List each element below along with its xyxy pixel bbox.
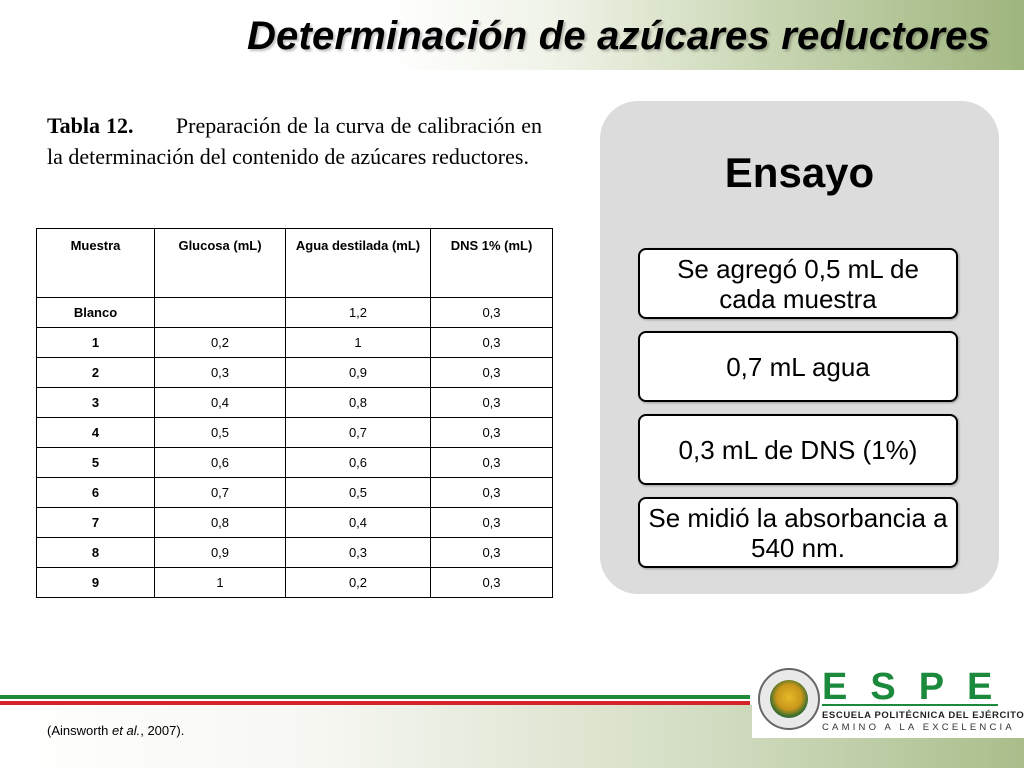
ensayo-step-1: Se agregó 0,5 mL de cada muestra <box>638 248 958 319</box>
slide-title: Determinación de azúcares reductores <box>246 14 990 58</box>
citation: (Ainsworth et al., 2007). <box>47 723 184 738</box>
cell-agua: 1 <box>285 327 431 358</box>
cell-dns: 0,3 <box>430 327 553 358</box>
cell-glucosa: 0,2 <box>154 327 286 358</box>
cell-glucosa <box>154 297 286 328</box>
table-row: Blanco 1,2 0,3 <box>36 297 553 328</box>
header-muestra: Muestra <box>36 228 155 298</box>
table-row: 9 1 0,2 0,3 <box>36 567 553 598</box>
cell-dns: 0,3 <box>430 567 553 598</box>
cell-agua: 0,8 <box>285 387 431 418</box>
ensayo-panel: Ensayo Se agregó 0,5 mL de cada muestra … <box>600 101 999 594</box>
espe-logo-name: ESCUELA POLITÉCNICA DEL EJÉRCITO <box>822 710 1024 721</box>
cell-muestra: 8 <box>36 537 155 568</box>
cell-glucosa: 0,4 <box>154 387 286 418</box>
caption-text: Preparación de la curva de calibración e… <box>47 113 543 169</box>
cell-glucosa: 0,9 <box>154 537 286 568</box>
cell-muestra: 1 <box>36 327 155 358</box>
cell-glucosa: 1 <box>154 567 286 598</box>
espe-logo-tagline: CAMINO A LA EXCELENCIA <box>822 722 1015 733</box>
calibration-table: Muestra Glucosa (mL) Agua destilada (mL)… <box>36 228 553 598</box>
espe-logo-divider <box>822 704 998 706</box>
cell-muestra: 2 <box>36 357 155 388</box>
header-dns: DNS 1% (mL) <box>430 228 553 298</box>
cell-dns: 0,3 <box>430 477 553 508</box>
espe-logo-word: ESPE <box>822 666 1016 708</box>
header-glucosa: Glucosa (mL) <box>154 228 286 298</box>
seal-emblem <box>770 680 808 718</box>
cell-agua: 0,4 <box>285 507 431 538</box>
citation-suffix: , 2007). <box>140 723 185 738</box>
cell-glucosa: 0,7 <box>154 477 286 508</box>
citation-italic: et al. <box>112 723 141 738</box>
cell-dns: 0,3 <box>430 357 553 388</box>
ensayo-step-2: 0,7 mL agua <box>638 331 958 402</box>
espe-seal-icon <box>758 668 820 730</box>
caption-label: Tabla 12. <box>47 113 134 138</box>
cell-agua: 0,2 <box>285 567 431 598</box>
ensayo-step-4: Se midió la absorbancia a 540 nm. <box>638 497 958 568</box>
table-header-row: Muestra Glucosa (mL) Agua destilada (mL)… <box>36 228 553 298</box>
cell-dns: 0,3 <box>430 537 553 568</box>
cell-muestra: 3 <box>36 387 155 418</box>
cell-dns: 0,3 <box>430 447 553 478</box>
table-row: 1 0,2 1 0,3 <box>36 327 553 358</box>
header-agua: Agua destilada (mL) <box>285 228 431 298</box>
table-row: 4 0,5 0,7 0,3 <box>36 417 553 448</box>
table-row: 3 0,4 0,8 0,3 <box>36 387 553 418</box>
cell-glucosa: 0,8 <box>154 507 286 538</box>
cell-glucosa: 0,6 <box>154 447 286 478</box>
footer-red-stripe <box>0 701 750 705</box>
table-row: 5 0,6 0,6 0,3 <box>36 447 553 478</box>
ensayo-title: Ensayo <box>724 149 875 196</box>
cell-muestra: 7 <box>36 507 155 538</box>
citation-prefix: (Ainsworth <box>47 723 113 738</box>
footer-green-stripe <box>0 695 750 699</box>
cell-dns: 0,3 <box>430 507 553 538</box>
cell-dns: 0,3 <box>430 417 553 448</box>
table-row: 2 0,3 0,9 0,3 <box>36 357 553 388</box>
table-body: Blanco 1,2 0,3 1 0,2 1 0,3 2 0,3 0,9 0,3… <box>36 297 553 598</box>
cell-agua: 0,9 <box>285 357 431 388</box>
table-row: 6 0,7 0,5 0,3 <box>36 477 553 508</box>
cell-agua: 0,6 <box>285 447 431 478</box>
cell-agua: 0,7 <box>285 417 431 448</box>
cell-glucosa: 0,3 <box>154 357 286 388</box>
table-caption: Tabla 12. Preparación de la curva de cal… <box>47 110 542 172</box>
cell-muestra: Blanco <box>36 297 155 328</box>
table-row: 8 0,9 0,3 0,3 <box>36 537 553 568</box>
cell-dns: 0,3 <box>430 387 553 418</box>
table-row: 7 0,8 0,4 0,3 <box>36 507 553 538</box>
cell-muestra: 9 <box>36 567 155 598</box>
cell-glucosa: 0,5 <box>154 417 286 448</box>
title-bar <box>0 0 1024 70</box>
cell-agua: 1,2 <box>285 297 431 328</box>
cell-muestra: 6 <box>36 477 155 508</box>
cell-muestra: 4 <box>36 417 155 448</box>
cell-dns: 0,3 <box>430 297 553 328</box>
cell-agua: 0,3 <box>285 537 431 568</box>
cell-agua: 0,5 <box>285 477 431 508</box>
ensayo-step-3: 0,3 mL de DNS (1%) <box>638 414 958 485</box>
cell-muestra: 5 <box>36 447 155 478</box>
